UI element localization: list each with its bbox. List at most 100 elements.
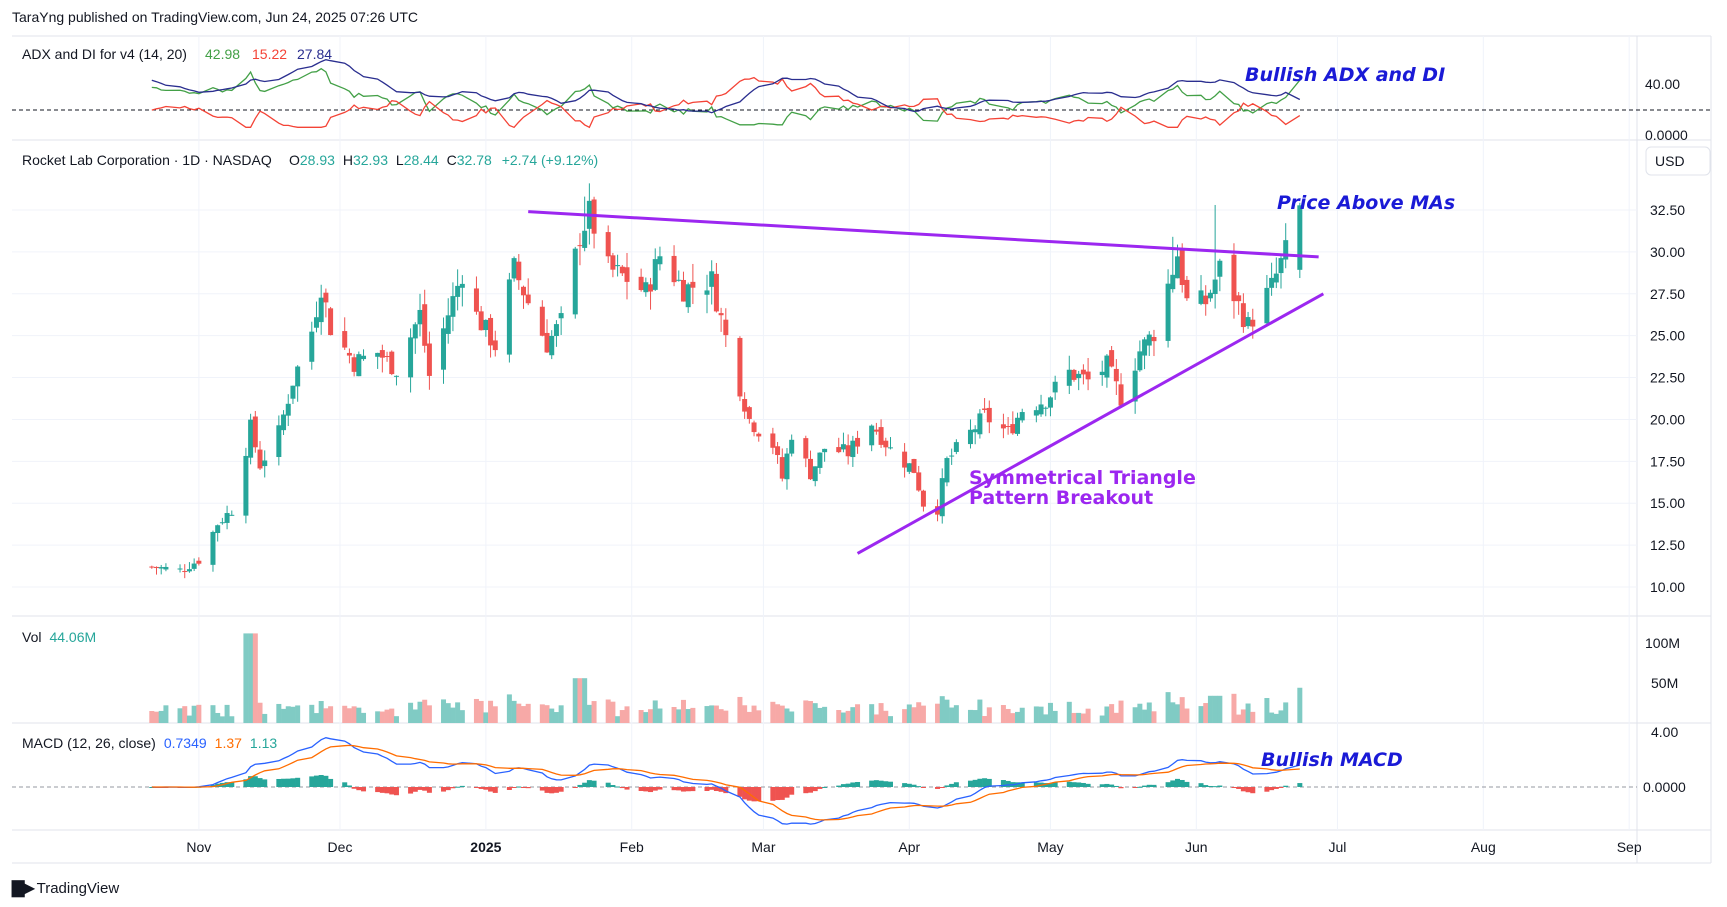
- macd-histogram-bar: [939, 787, 945, 788]
- candle-body: [1146, 334, 1152, 346]
- volume-bar: [511, 700, 517, 723]
- candle-body: [281, 414, 287, 431]
- di-minus-line: [151, 76, 1301, 129]
- candle-body: [817, 452, 823, 468]
- volume-bar: [967, 709, 973, 723]
- resistance-trendline[interactable]: [528, 210, 1319, 259]
- macd-histogram-bar: [1099, 784, 1105, 787]
- volume-bar: [553, 712, 559, 723]
- candle-body: [986, 407, 992, 423]
- volume-bar: [690, 707, 696, 723]
- volume-bar: [836, 710, 842, 723]
- macd-histogram-bar: [492, 787, 498, 793]
- candle-body: [276, 425, 282, 458]
- macd-histogram-bar: [652, 787, 658, 791]
- macd-histogram-bar: [1132, 787, 1138, 788]
- macd-histogram-bar: [949, 783, 955, 787]
- trendlines[interactable]: [528, 210, 1325, 555]
- volume-bar: [822, 706, 828, 723]
- macd-histogram-bar: [657, 787, 663, 790]
- macd-histogram-bar: [944, 785, 950, 787]
- volume-bar: [902, 709, 908, 723]
- annotation-triangle-2: Pattern Breakout: [969, 487, 1153, 509]
- candle-body: [257, 449, 263, 469]
- candle-body: [323, 292, 329, 303]
- volume-bar: [309, 704, 315, 723]
- candle-body: [511, 258, 517, 279]
- grid-lines: [12, 36, 1637, 830]
- macd-line: [151, 737, 1300, 825]
- macd-histogram-bar: [1137, 786, 1143, 788]
- candle-body: [1099, 371, 1105, 376]
- candle-body: [224, 513, 230, 523]
- macd-histogram-bar: [1207, 785, 1213, 787]
- macd-histogram-bar: [775, 787, 781, 801]
- macd-histogram-bar: [916, 786, 922, 788]
- candle-body: [182, 571, 188, 573]
- macd-histogram-bar: [281, 778, 287, 787]
- macd-histogram-bar: [262, 779, 268, 787]
- volume-bar: [219, 716, 225, 723]
- candle-body: [1005, 426, 1011, 428]
- candle-body: [840, 444, 846, 450]
- candle-body: [775, 446, 781, 456]
- candle-body: [582, 230, 588, 248]
- annotation-triangle-1: Symmetrical Triangle: [969, 467, 1196, 489]
- candle-body: [822, 448, 828, 453]
- macd-histogram-bar: [591, 780, 597, 787]
- volume-bar: [191, 705, 197, 723]
- macd-histogram-bar: [1104, 783, 1110, 787]
- adx-label: ADX and DI for v4 (14, 20): [22, 46, 187, 62]
- volume-bar: [1132, 707, 1138, 723]
- adx-tick-40: 40.00: [1645, 76, 1680, 92]
- volume-bar: [619, 710, 625, 723]
- macd-histogram-bar: [624, 787, 630, 790]
- annotation-bullish-macd: Bullish MACD: [1261, 749, 1403, 771]
- volume-bar: [582, 678, 588, 723]
- volume-bar: [393, 716, 399, 723]
- volume-bar: [154, 711, 160, 723]
- volume-bar: [953, 705, 959, 723]
- ohlc-readout: O28.93 H32.93 L28.44 C32.78 +2.74 (+9.12…: [289, 152, 598, 168]
- volume-bar: [784, 708, 790, 723]
- candle-body: [911, 458, 917, 473]
- volume-bar: [323, 708, 329, 723]
- volume-bar: [1297, 687, 1303, 723]
- macd-histogram-bar: [1250, 787, 1256, 794]
- candle-body: [1109, 350, 1115, 367]
- macd-pane: [12, 737, 1637, 825]
- volume-bar: [506, 694, 512, 723]
- volume-bar: [1038, 706, 1044, 723]
- candle-body: [1113, 368, 1119, 382]
- currency-button[interactable]: [1645, 146, 1711, 176]
- macd-histogram-bar: [572, 787, 578, 788]
- support-trendline[interactable]: [856, 292, 1325, 555]
- candle-body: [1085, 371, 1091, 380]
- macd-histogram-bar: [384, 787, 390, 794]
- volume-bar: [906, 704, 912, 723]
- macd-histogram-bar: [808, 787, 814, 793]
- adx-line: [151, 59, 1301, 114]
- volume-bar: [911, 707, 917, 723]
- macd-histogram-bar: [615, 786, 621, 788]
- time-tick-label: Sep: [1617, 839, 1642, 855]
- candle-body: [920, 490, 926, 507]
- candle-body: [1142, 339, 1148, 356]
- volume-bar: [713, 705, 719, 723]
- candle-body: [459, 283, 465, 288]
- candle-body: [1165, 283, 1171, 341]
- candle-body: [318, 297, 324, 323]
- volume-bar: [737, 696, 743, 723]
- macd-histogram-bar: [450, 787, 456, 789]
- tradingview-logo[interactable]: ▇▶ TradingView: [12, 878, 119, 898]
- volume-bar: [887, 716, 893, 723]
- price-tick-label: 20.00: [1650, 411, 1685, 427]
- volume-bar: [186, 715, 192, 723]
- volume-bar: [459, 710, 465, 723]
- candle-body: [191, 563, 197, 569]
- macd-histogram-bar: [648, 787, 654, 793]
- candle-body: [713, 273, 719, 312]
- macd-histogram-bar: [516, 786, 522, 788]
- macd-histogram-bar: [817, 787, 823, 789]
